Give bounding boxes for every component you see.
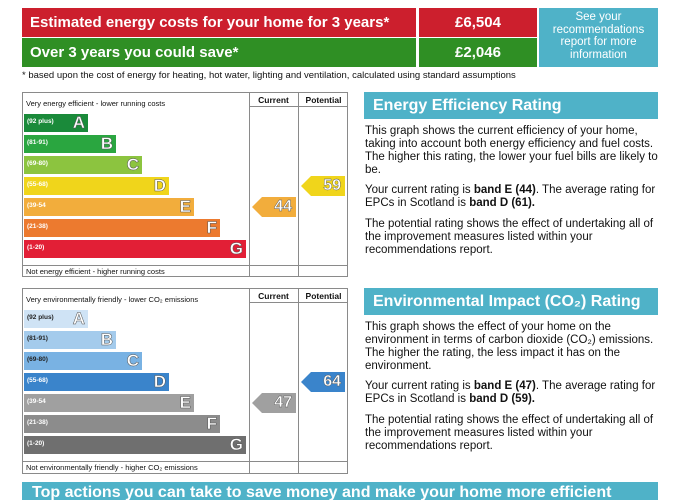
potential-column-header: Potential bbox=[305, 291, 342, 301]
band-letter: A bbox=[72, 309, 85, 329]
band-c: (69-80) C bbox=[24, 155, 142, 175]
band-letter: A bbox=[72, 113, 85, 133]
band-letter: B bbox=[100, 330, 113, 350]
band-letter: D bbox=[153, 372, 166, 392]
band-f: (21-38) F bbox=[24, 414, 220, 434]
environmental-rating-description: This graph shows the effect of your home… bbox=[365, 321, 654, 372]
graph-top-text: Very environmentally friendly - lower CO… bbox=[26, 295, 199, 304]
current-column-header: Current bbox=[258, 95, 289, 105]
band-d: (55-68) D bbox=[24, 176, 169, 196]
band-range: (21-38) bbox=[27, 223, 48, 230]
band-g: (1-20) G bbox=[24, 239, 246, 259]
estimated-costs-value: £6,504 bbox=[419, 8, 537, 37]
band-letter: F bbox=[206, 414, 217, 434]
band-letter: E bbox=[179, 393, 191, 413]
band-range: (39-54 bbox=[27, 398, 46, 405]
costs-footnote: * based upon the cost of energy for heat… bbox=[22, 70, 516, 81]
environmental-rating-current: Your current rating is band E (47). The … bbox=[365, 380, 656, 405]
energy-rating-description: This graph shows the current efficiency … bbox=[365, 125, 658, 176]
band-letter: G bbox=[229, 239, 244, 259]
see-recommendations-link[interactable]: See your recommendations report for more… bbox=[539, 8, 658, 67]
potential-rating-arrow: 59 bbox=[301, 176, 345, 196]
savings-label: Over 3 years you could save* bbox=[22, 38, 416, 67]
band-range: (1-20) bbox=[27, 440, 45, 447]
band-letter: D bbox=[153, 176, 166, 196]
graph-bottom-text: Not energy efficient - higher running co… bbox=[26, 267, 165, 276]
band-range: (92 plus) bbox=[27, 118, 54, 125]
band-letter: E bbox=[179, 197, 191, 217]
estimated-costs-row: Estimated energy costs for your home for… bbox=[22, 8, 537, 37]
band-b: (81-91) B bbox=[24, 134, 116, 154]
graph-bottom-text: Not environmentally friendly - higher CO… bbox=[26, 463, 198, 472]
savings-row: Over 3 years you could save* £2,046 bbox=[22, 38, 537, 67]
current-rating-arrow: 44 bbox=[252, 197, 296, 217]
band-b: (81-91) B bbox=[24, 330, 116, 350]
band-range: (39-54 bbox=[27, 202, 46, 209]
band-range: (21-38) bbox=[27, 419, 48, 426]
band-g: (1-20) G bbox=[24, 435, 246, 455]
band-range: (1-20) bbox=[27, 244, 45, 251]
top-actions-heading: Top actions you can take to save money a… bbox=[22, 482, 658, 500]
band-a: (92 plus) A bbox=[24, 113, 88, 133]
band-range: (69-80) bbox=[27, 356, 48, 363]
savings-value: £2,046 bbox=[419, 38, 537, 67]
environmental-rating-title: Environmental Impact (CO₂) Rating bbox=[364, 288, 658, 315]
energy-efficiency-graph: Current Potential Very energy efficient … bbox=[22, 92, 348, 277]
band-range: (92 plus) bbox=[27, 314, 54, 321]
current-rating-arrow: 47 bbox=[252, 393, 296, 413]
band-letter: F bbox=[206, 218, 217, 238]
band-e: (39-54 E bbox=[24, 393, 194, 413]
potential-rating-arrow: 64 bbox=[301, 372, 345, 392]
band-range: (55-68) bbox=[27, 181, 48, 188]
energy-rating-potential: The potential rating shows the effect of… bbox=[365, 218, 654, 256]
energy-rating-current: Your current rating is band E (44). The … bbox=[365, 184, 656, 209]
band-range: (69-80) bbox=[27, 160, 48, 167]
band-f: (21-38) F bbox=[24, 218, 220, 238]
band-a: (92 plus) A bbox=[24, 309, 88, 329]
band-range: (81-91) bbox=[27, 139, 48, 146]
band-e: (39-54 E bbox=[24, 197, 194, 217]
band-letter: C bbox=[126, 155, 139, 175]
band-letter: G bbox=[229, 435, 244, 455]
band-letter: B bbox=[100, 134, 113, 154]
band-d: (55-68) D bbox=[24, 372, 169, 392]
band-range: (55-68) bbox=[27, 377, 48, 384]
band-c: (69-80) C bbox=[24, 351, 142, 371]
estimated-costs-label: Estimated energy costs for your home for… bbox=[22, 8, 416, 37]
band-range: (81-91) bbox=[27, 335, 48, 342]
energy-rating-title: Energy Efficiency Rating bbox=[364, 92, 658, 119]
environmental-impact-graph: Current Potential Very environmentally f… bbox=[22, 288, 348, 474]
potential-column-header: Potential bbox=[305, 95, 342, 105]
band-letter: C bbox=[126, 351, 139, 371]
environmental-rating-potential: The potential rating shows the effect of… bbox=[365, 414, 654, 452]
current-column-header: Current bbox=[258, 291, 289, 301]
graph-top-text: Very energy efficient - lower running co… bbox=[26, 99, 166, 108]
